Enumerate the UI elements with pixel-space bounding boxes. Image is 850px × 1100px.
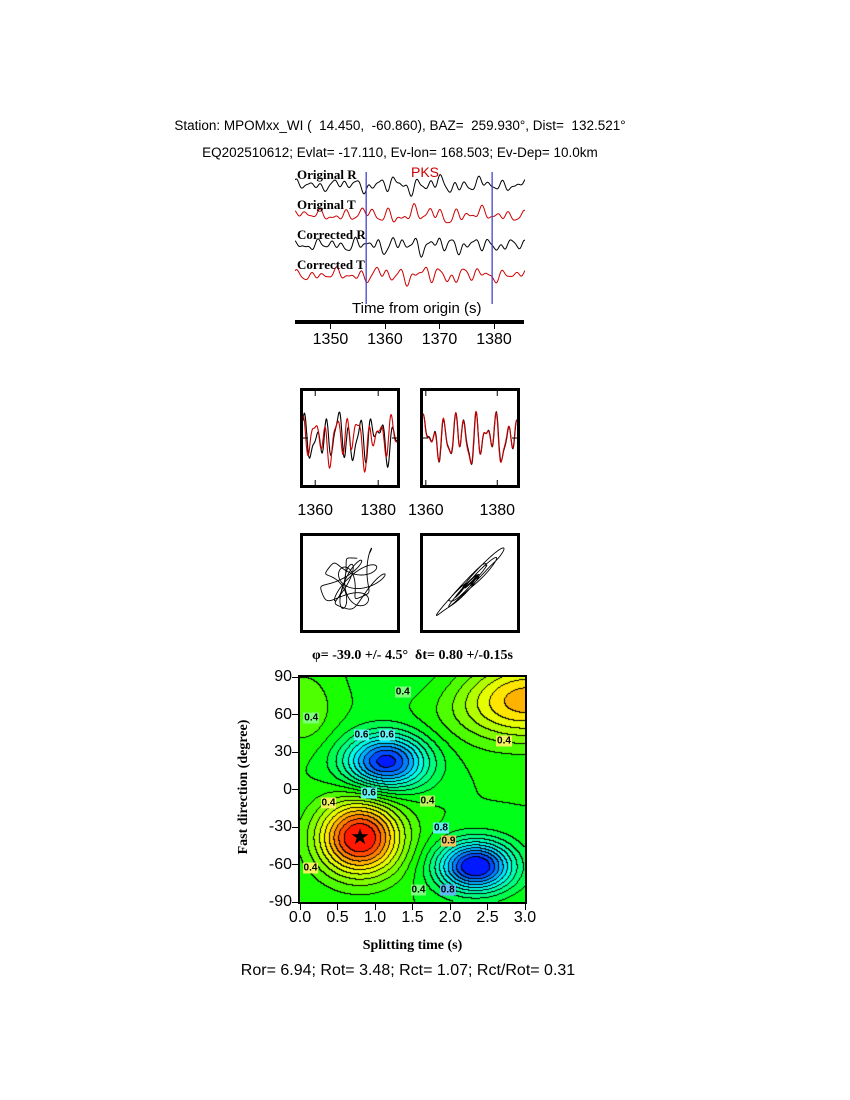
contour-annotation: 0.4: [302, 862, 319, 874]
compare-axis-tick-label: 1360: [297, 502, 334, 519]
x-axis-tick-label: 0.5: [326, 909, 349, 926]
y-axis-tick-label: -60: [268, 855, 292, 873]
compare-axis-tick-labels: 1360 1380 1360 1380: [0, 502, 850, 524]
contour-annotation: 0.6: [379, 729, 395, 740]
y-axis-tick-label: -30: [268, 818, 292, 835]
x-axis-tick-label: 2.5: [476, 909, 499, 926]
time-axis: 1350 1360 1370 1380: [295, 320, 524, 354]
x-axis-tick-label: 0.0: [288, 909, 312, 926]
contour-annotation: 0.8: [439, 884, 456, 895]
seismogram-traces-svg: [295, 172, 525, 304]
contour-annotation: 0.4: [303, 712, 320, 724]
x-axis-tick-label: 1.0: [363, 909, 387, 926]
compare-axis-tick-label: 1380: [360, 502, 396, 519]
seismogram-trace: [295, 174, 525, 197]
seismogram-trace: [295, 203, 525, 224]
time-axis-tick-label: 1370: [421, 331, 458, 348]
time-axis-tick-label: 1350: [312, 331, 349, 348]
time-axis-label: Time from origin (s): [352, 300, 482, 317]
energy-ratio-stats: Ror= 6.94; Rot= 3.48; Rct= 1.07; Rct/Rot…: [240, 962, 576, 979]
contour-annotation: 0.6: [361, 787, 377, 799]
particle-motion-corrected-box: [420, 533, 520, 633]
waveform-compare-original-svg: [302, 391, 398, 485]
x-axis-label: Splitting time (s): [362, 938, 463, 953]
contour-annotation: 0.4: [410, 884, 427, 895]
y-axis-tick-label: 60: [274, 705, 292, 723]
x-axis-tick-label: 2.0: [438, 909, 462, 926]
contour-annotation: 0.8: [433, 822, 449, 834]
trace-label: Corrected R: [297, 227, 366, 242]
particle-motion-original-svg: [320, 547, 386, 610]
y-axis-tick-label: 0: [283, 780, 292, 798]
misfit-contour-canvas: [300, 677, 525, 902]
contour-annotation: 0.4: [394, 686, 411, 698]
trace-label: Corrected T: [297, 257, 365, 272]
station-header: Station: MPOMxx_WI ( 14.450, -60.860), B…: [174, 118, 626, 133]
time-axis-tick: [384, 324, 386, 329]
y-axis-tick-label: 90: [274, 668, 292, 685]
trace-label: Original R: [297, 167, 357, 182]
particle-motion-path: [320, 547, 386, 610]
time-axis-tick: [330, 324, 332, 329]
particle-motion-path: [435, 547, 505, 616]
time-axis-tick-label: 1380: [476, 331, 512, 348]
contour-annotation: 0.6: [353, 729, 370, 740]
contour-annotation: 0.4: [496, 735, 512, 747]
x-axis-tick-label: 3.0: [513, 909, 537, 926]
waveform-compare-corrected-svg: [422, 391, 518, 485]
y-axis-tick-label: -90: [268, 893, 292, 910]
phase-label: PKS: [411, 164, 440, 180]
event-header: EQ202510612; Evlat= -17.110, Ev-lon= 168…: [202, 145, 598, 160]
compare-trace: [422, 410, 518, 465]
best-solution-star-marker: ★: [350, 824, 370, 850]
contour-annotation: 0.9: [440, 835, 457, 847]
compare-axis-tick-label: 1380: [479, 502, 516, 519]
seismogram-trace: [295, 236, 525, 258]
compare-axis-tick-label: 1360: [408, 502, 444, 519]
contour-annotation: 0.4: [320, 797, 337, 809]
contour-annotation: 0.4: [419, 795, 436, 807]
misfit-contour-plot: ★ 0.4 0.4 0.6 0.6 0.4 0.6 0.4 0.4 0.8 0.9 0.4 0.4 0.…: [298, 675, 527, 904]
y-axis-tick-label: 30: [274, 743, 292, 760]
time-axis-tick: [494, 324, 495, 329]
x-axis-tick-label: 1.5: [401, 909, 424, 926]
waveform-compare-original-box: [300, 388, 400, 488]
time-axis-tick: [439, 324, 441, 329]
trace-labels: Original R Original T Corrected R Corrected…: [295, 167, 525, 307]
misfit-result-title: φ= -39.0 +/- 4.5° δt= 0.80 +/-0.15s: [312, 648, 513, 663]
waveform-compare-corrected-box: [420, 388, 520, 488]
trace-label: Original T: [297, 197, 356, 212]
particle-motion-corrected-svg: [435, 547, 505, 616]
particle-motion-original-box: [300, 533, 400, 633]
x-axis-tick-labels: 0.0 0.5 1.0 1.5 2.0 2.5 3.0: [0, 909, 850, 929]
compare-trace: [302, 413, 398, 473]
time-axis-tick-label: 1360: [367, 331, 403, 348]
seismogram-trace: [295, 266, 525, 287]
y-axis-tick-labels: 90 60 30 0 -30 -60 -90: [252, 0, 292, 1100]
waveform-panel: Original R Original T Corrected R Corrected…: [295, 164, 525, 307]
time-axis-bar: [295, 320, 524, 324]
